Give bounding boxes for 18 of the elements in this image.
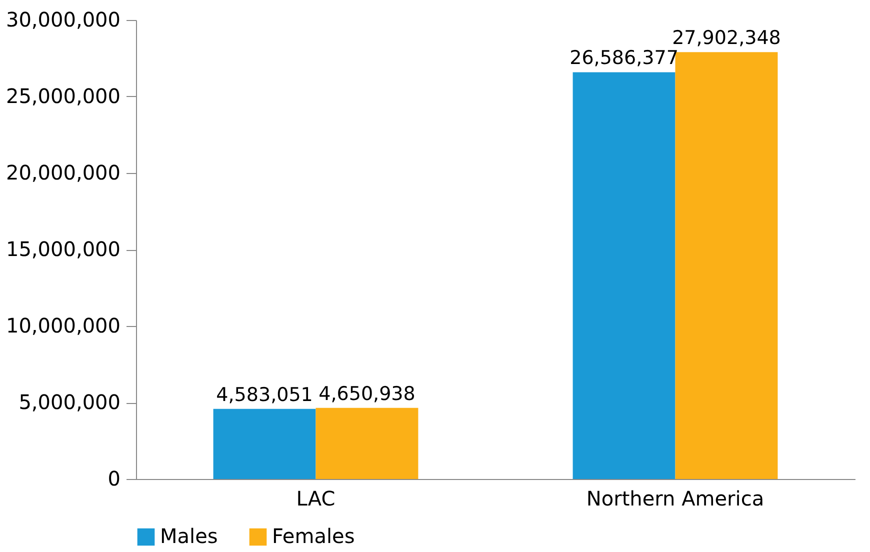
y-tick-label: 0 [108, 466, 120, 490]
legend-label: Males [160, 524, 218, 548]
data-label: 4,650,938 [318, 382, 416, 405]
data-label: 4,583,051 [216, 384, 313, 406]
y-tick-label: 5,000,000 [18, 390, 120, 414]
data-label: 27,902,348 [672, 27, 781, 50]
y-tick-label: 10,000,000 [6, 314, 120, 338]
bar [213, 408, 316, 479]
bar [316, 408, 418, 479]
y-tick-label: 25,000,000 [6, 84, 120, 108]
x-tick-label: LAC [296, 486, 336, 510]
bar [675, 52, 778, 479]
bar [572, 72, 676, 479]
legend-label: Females [272, 524, 355, 548]
y-tick-label: 30,000,000 [6, 8, 120, 32]
y-tick-label: 15,000,000 [6, 237, 120, 261]
x-tick-label: Northern America [586, 486, 764, 510]
y-tick-label: 20,000,000 [6, 160, 120, 184]
